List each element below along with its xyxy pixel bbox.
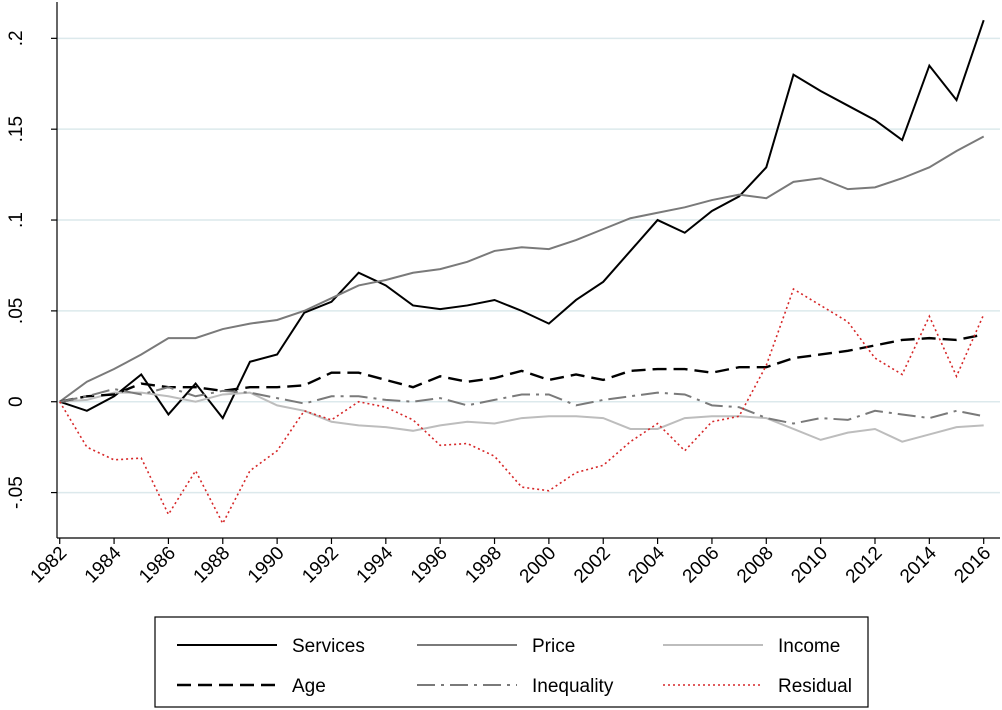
- series-line: [59, 135, 985, 403]
- legend-label: Price: [532, 636, 575, 657]
- x-tick-label: 2012: [842, 543, 887, 588]
- legend-label: Inequality: [532, 676, 614, 697]
- x-tick-label: 2000: [516, 543, 561, 588]
- x-tick-label: 1998: [461, 543, 506, 588]
- x-tick-label: 1982: [27, 543, 72, 588]
- legend-label: Residual: [778, 676, 852, 697]
- x-tick-label: 2014: [896, 542, 941, 587]
- x-tick-label: 1984: [81, 542, 126, 587]
- y-tick-label: .15: [6, 116, 27, 142]
- x-tick-label: 1988: [190, 543, 235, 588]
- x-tick-label: 2010: [787, 543, 832, 588]
- x-tick-label: 2008: [733, 543, 778, 588]
- series-line: [59, 391, 984, 443]
- y-tick-label: .1: [6, 212, 27, 228]
- legend-label: Income: [778, 636, 840, 657]
- series-line: [59, 386, 984, 425]
- y-tick-label: .05: [6, 298, 27, 324]
- y-tick-label: 0: [6, 396, 27, 407]
- x-tick-label: 1994: [353, 542, 398, 587]
- x-tick-label: 1986: [135, 543, 180, 588]
- x-tick-label: 2002: [570, 543, 615, 588]
- series-line: [59, 287, 985, 526]
- legend-label: Services: [292, 636, 365, 657]
- legend-label: Age: [292, 676, 326, 697]
- y-tick-label: -.05: [6, 476, 27, 509]
- y-tick-label: .2: [6, 30, 27, 46]
- x-tick-label: 1992: [298, 543, 343, 588]
- x-tick-label: 1990: [244, 543, 289, 588]
- series-line: [59, 333, 984, 403]
- series-line: [59, 19, 985, 420]
- x-tick-label: 2006: [679, 543, 724, 588]
- x-tick-label: 2004: [624, 542, 669, 587]
- x-tick-label: 2016: [950, 543, 995, 588]
- legend-box: [154, 616, 869, 708]
- x-tick-label: 1996: [407, 543, 452, 588]
